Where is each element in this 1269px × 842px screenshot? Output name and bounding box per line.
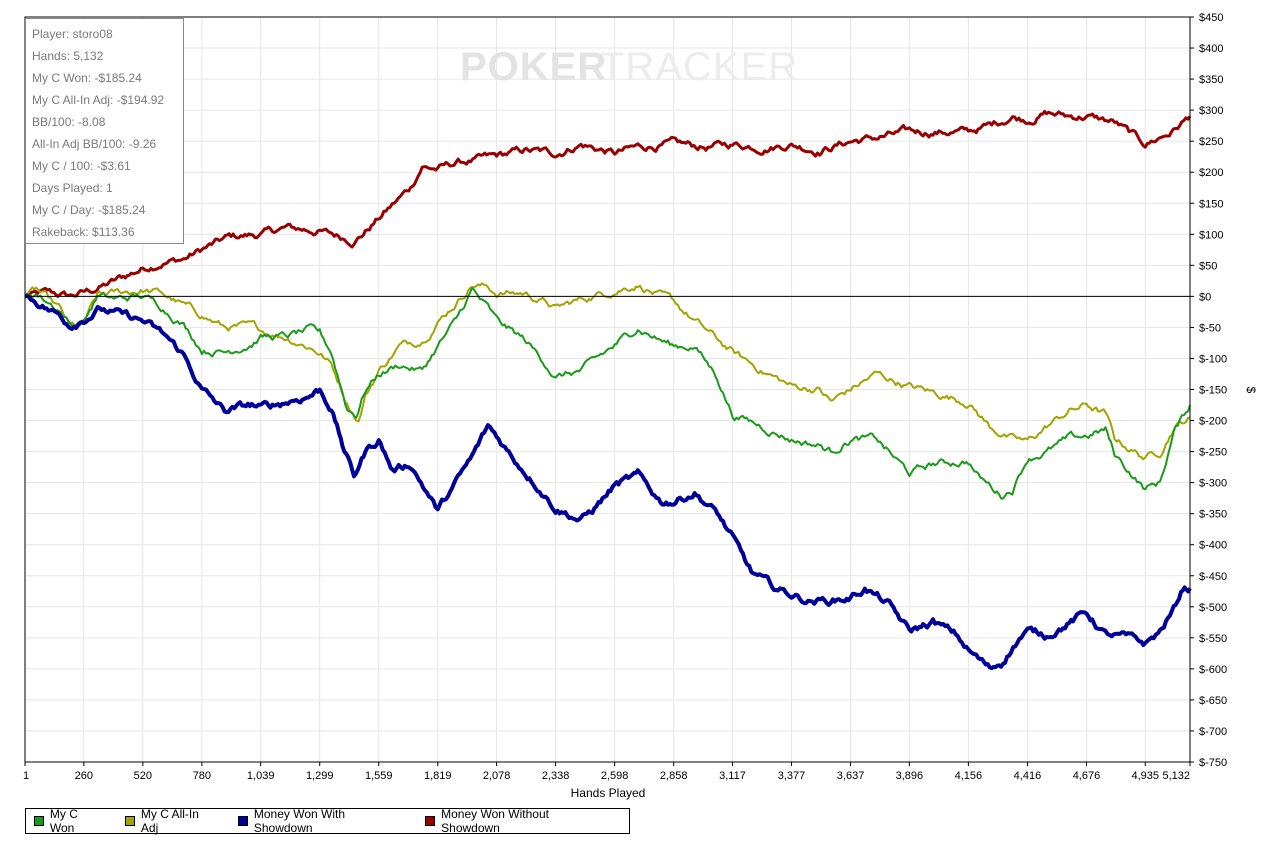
x-tick-label: 1,559	[365, 770, 393, 782]
stat-my-c-won: My C Won: -$185.24	[32, 71, 142, 85]
legend: My C Won My C All-In Adj Money Won With …	[25, 807, 630, 835]
x-tick-label: 5,132	[1162, 770, 1190, 782]
x-tick-label: 1,819	[424, 770, 452, 782]
legend-item-won-with-showdown[interactable]: Money Won With Showdown	[237, 807, 405, 835]
stat-all-in-adj: My C All-In Adj: -$194.92	[32, 93, 165, 107]
x-tick-label: 2,598	[601, 770, 629, 782]
y-tick-label: $400	[1199, 43, 1223, 55]
stat-days-played: Days Played: 1	[32, 181, 113, 195]
stat-bb100: BB/100: -8.08	[32, 115, 106, 129]
stats-box: Player: storo08 Hands: 5,132 My C Won: -…	[25, 18, 184, 244]
y-tick-label: $250	[1199, 136, 1223, 148]
legend-label: My C All-In Adj	[140, 807, 199, 835]
y-tick-label: $100	[1199, 229, 1223, 241]
watermark-tracker: TRACKER	[600, 45, 798, 89]
x-tick-label: 3,117	[719, 770, 746, 782]
y-tick-label: $300	[1199, 105, 1223, 117]
legend-swatch	[34, 816, 44, 826]
x-tick-label: 1	[23, 770, 29, 782]
x-tick-label: 260	[75, 770, 93, 782]
x-axis: 1 260 520 780 1,039 1,299 1,559 1,819 2,078 2,338…	[23, 762, 1191, 782]
x-tick-label: 3,377	[778, 770, 806, 782]
legend-swatch	[425, 816, 436, 826]
y-tick-label: $200	[1199, 167, 1223, 179]
x-tick-label: 2,078	[483, 770, 511, 782]
series-layer	[24, 110, 1192, 671]
legend-label: Money Won With Showdown	[253, 807, 346, 835]
y-axis-label: $	[1244, 387, 1258, 394]
watermark-poker: POKER	[460, 45, 607, 89]
y-tick-label: $-150	[1199, 385, 1227, 397]
x-tick-label: 3,637	[837, 770, 865, 782]
y-tick-label: $-650	[1199, 695, 1227, 707]
stat-all-in-adj-bb100: All-In Adj BB/100: -9.26	[32, 137, 157, 151]
gridlines	[24, 16, 1191, 763]
y-tick-label: $-350	[1199, 509, 1227, 521]
series-line-my-c-all-in-adj	[24, 282, 1191, 461]
y-tick-label: $-200	[1199, 416, 1227, 428]
stat-rakeback: Rakeback: $113.36	[32, 225, 135, 239]
y-tick-label: $-450	[1199, 571, 1227, 583]
y-tick-label: $-600	[1199, 664, 1227, 676]
stat-my-c-day: My C / Day: -$185.24	[32, 203, 146, 217]
x-tick-label: 1,299	[306, 770, 334, 782]
legend-item-my-c-won[interactable]: My C Won	[34, 807, 105, 835]
x-tick-label: 2,338	[542, 770, 570, 782]
x-tick-label: 4,935	[1132, 770, 1160, 782]
stat-player: Player: storo08	[32, 27, 113, 41]
y-tick-label: $-100	[1199, 353, 1227, 365]
y-tick-label: $350	[1199, 74, 1223, 86]
stat-hands: Hands: 5,132	[32, 49, 104, 63]
y-tick-label: $150	[1199, 198, 1223, 210]
y-tick-label: $-750	[1199, 757, 1227, 769]
y-tick-label: $-500	[1199, 602, 1227, 614]
legend-item-my-c-all-in-adj[interactable]: My C All-In Adj	[124, 807, 218, 835]
y-tick-label: $-400	[1199, 540, 1227, 552]
x-tick-label: 3,896	[896, 770, 924, 782]
legend-swatch	[124, 816, 135, 826]
y-tick-label: $50	[1199, 260, 1217, 272]
x-axis-label: Hands Played	[571, 786, 646, 800]
y-tick-label: $450	[1199, 12, 1223, 24]
y-tick-label: $-700	[1199, 726, 1227, 738]
legend-item-won-without-showdown[interactable]: Money Won Without Showdown	[425, 807, 609, 835]
x-tick-label: 1,039	[247, 770, 275, 782]
x-tick-label: 4,156	[955, 770, 983, 782]
series-line-my-c-won	[24, 287, 1191, 500]
x-tick-label: 4,416	[1014, 770, 1042, 782]
x-tick-label: 4,676	[1073, 770, 1101, 782]
y-tick-label: $-550	[1199, 633, 1227, 645]
stat-my-c-100: My C / 100: -$3.61	[32, 159, 131, 173]
legend-label: Money Won Without Showdown	[441, 807, 549, 835]
y-tick-label: $0	[1199, 291, 1211, 303]
y-tick-label: $-50	[1199, 322, 1221, 334]
x-tick-label: 2,858	[660, 770, 688, 782]
x-tick-label: 520	[134, 770, 152, 782]
y-axis: $450 $400 $350 $300 $250 $200 $150 $100 $50 $0 $-5…	[1190, 12, 1227, 769]
y-tick-label: $-250	[1199, 447, 1227, 459]
series-line-money-won-with-showdown	[24, 294, 1192, 671]
x-tick-label: 780	[193, 770, 211, 782]
legend-swatch	[237, 816, 248, 826]
legend-label: My C Won	[49, 807, 78, 835]
series-line-money-won-without-showdown	[24, 110, 1192, 298]
y-tick-label: $-300	[1199, 478, 1227, 490]
